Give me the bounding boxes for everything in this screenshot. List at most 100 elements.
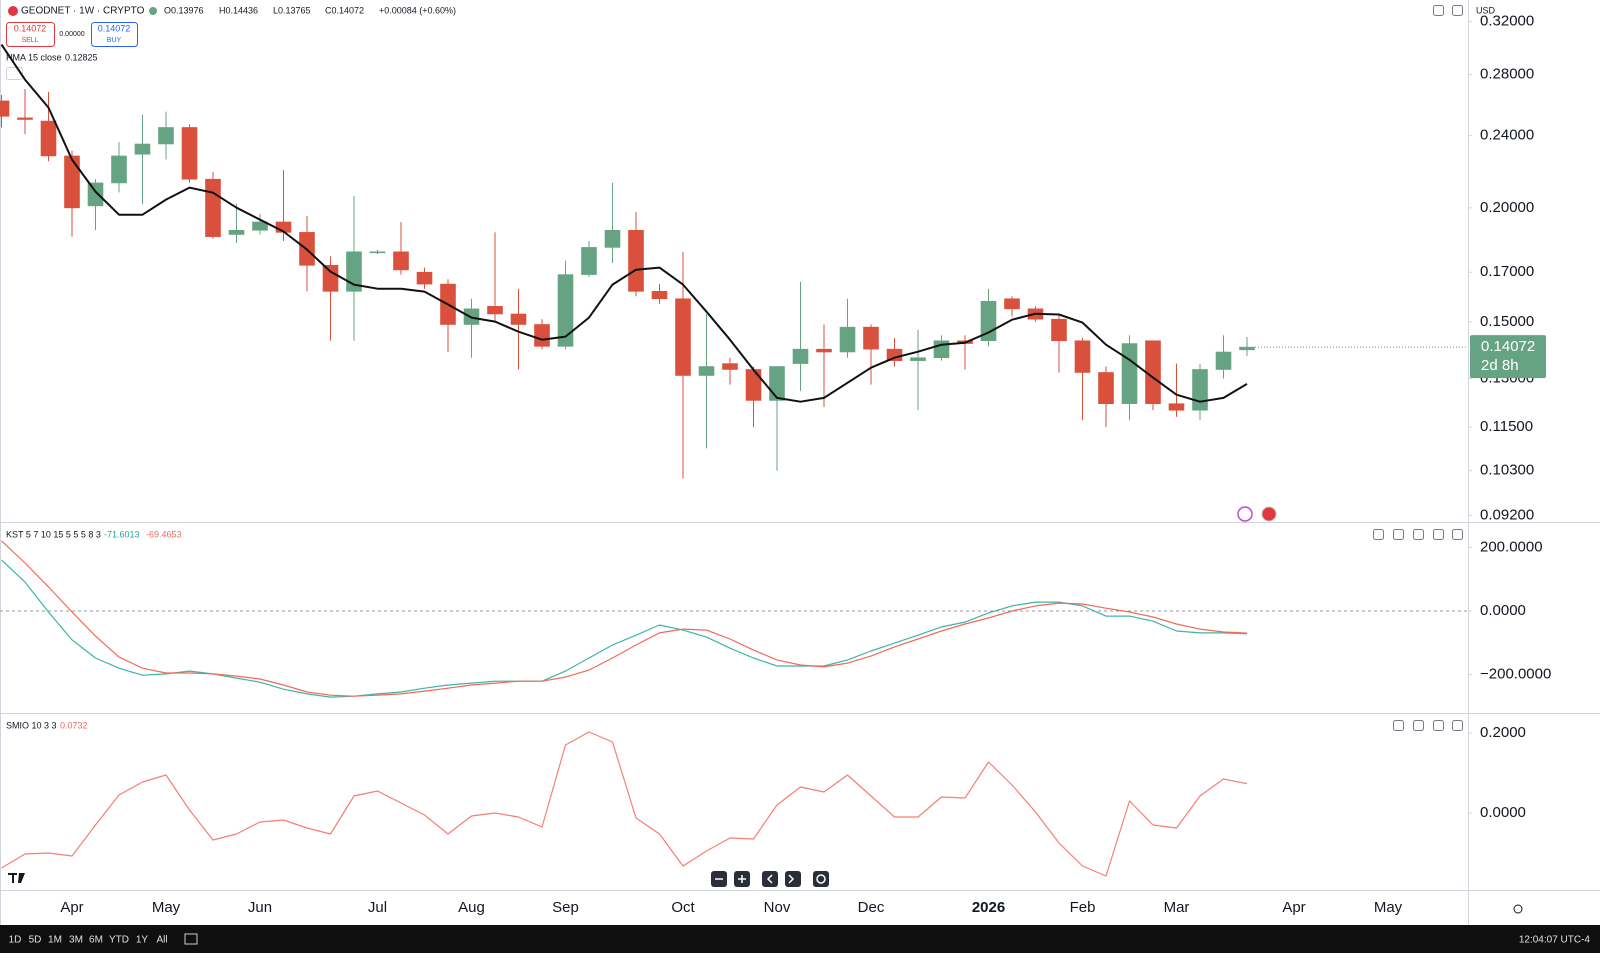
control[interactable] xyxy=(1413,529,1424,540)
control[interactable] xyxy=(1452,529,1463,540)
hma-legend: HMA 15 close xyxy=(6,52,62,62)
timeframe-button[interactable]: 3M xyxy=(69,935,83,946)
control[interactable] xyxy=(1452,5,1463,16)
timeframe-button[interactable]: 6M xyxy=(89,935,103,946)
ohlc-low: L0.13765 xyxy=(273,5,311,15)
control[interactable] xyxy=(1433,529,1444,540)
y-tick-label: 200.0000 xyxy=(1480,538,1543,555)
candle-body xyxy=(205,178,221,237)
price-tag-countdown: 2d 8h xyxy=(1481,357,1519,374)
y-tick-label: 0.0000 xyxy=(1480,804,1526,821)
timeframe-button[interactable]: YTD xyxy=(109,935,129,946)
x-tick-label: Jun xyxy=(248,899,272,916)
candle-body xyxy=(252,221,268,231)
candle-body xyxy=(557,274,574,347)
bottom-toolbar xyxy=(0,925,1600,953)
x-tick-label: Dec xyxy=(858,899,885,916)
candle-body xyxy=(393,251,409,271)
x-tick-label: Oct xyxy=(671,899,695,916)
control[interactable] xyxy=(1393,529,1404,540)
x-tick-label: Sep xyxy=(552,899,579,916)
x-tick-label: Apr xyxy=(60,899,83,916)
timeframe-button[interactable]: 5D xyxy=(29,935,42,946)
y-tick-label: 0.0000 xyxy=(1480,602,1526,619)
control[interactable] xyxy=(1413,720,1424,731)
candle-body xyxy=(111,155,127,184)
x-tick-label: May xyxy=(1374,899,1403,916)
currency[interactable]: USD xyxy=(1476,5,1496,15)
sell-label: SELL xyxy=(21,37,38,44)
candle-body xyxy=(17,117,33,120)
settings-icon[interactable] xyxy=(1513,904,1523,914)
reset[interactable] xyxy=(813,871,829,887)
y-tick-label: 0.24000 xyxy=(1480,127,1534,144)
candle-body xyxy=(722,363,738,370)
timeframe-button[interactable]: 1D xyxy=(9,935,22,946)
pane-title: KST 5 7 10 15 5 5 5 8 3 xyxy=(6,529,101,539)
spread: 0.00000 xyxy=(59,31,84,38)
line-series xyxy=(1,540,1248,697)
candle-body xyxy=(745,369,762,401)
y-tick-label: −200.0000 xyxy=(1480,666,1551,683)
candle-body xyxy=(581,247,597,275)
y-tick-label: 0.28000 xyxy=(1480,66,1534,83)
x-tick-label: Jul xyxy=(368,899,387,916)
nav-glyphs xyxy=(715,874,795,884)
ohlc-high: H0.14436 xyxy=(219,5,258,15)
control[interactable] xyxy=(1393,720,1404,731)
reset-glyph xyxy=(816,874,826,884)
candle-body xyxy=(651,291,668,300)
line-series xyxy=(1,731,1248,877)
buy-label: BUY xyxy=(107,37,122,44)
buy-button[interactable] xyxy=(91,22,138,47)
y-tick-label: 0.17000 xyxy=(1480,263,1534,280)
candle-body xyxy=(1215,351,1232,370)
sell-price: 0.14072 xyxy=(14,23,47,33)
candle-body xyxy=(134,143,151,155)
candle-body xyxy=(0,100,10,117)
pane-title: SMIO 10 3 3 xyxy=(6,720,57,730)
candle-body xyxy=(369,251,386,254)
candle-body xyxy=(839,326,856,353)
y-tick-label: 0.32000 xyxy=(1480,13,1534,30)
candle-body xyxy=(181,127,198,180)
ohlc-change: +0.00084 (+0.60%) xyxy=(379,5,456,15)
smio-value: 0.0732 xyxy=(60,720,88,730)
buy-price: 0.14072 xyxy=(98,23,131,33)
date-range-icon[interactable] xyxy=(184,933,198,945)
candle-body xyxy=(534,324,550,347)
candle-body xyxy=(863,326,879,350)
symbol[interactable]: GEODNET · 1W · CRYPTO xyxy=(21,6,145,17)
candle-body xyxy=(322,265,339,292)
x-tick-label: May xyxy=(152,899,181,916)
candle-body xyxy=(40,120,57,157)
sell-button[interactable] xyxy=(6,22,55,47)
kst-signal-value: -69.4653 xyxy=(146,529,182,539)
timeframe-button[interactable]: All xyxy=(156,935,167,946)
y-tick-label: 0.11500 xyxy=(1480,418,1533,435)
candle-body xyxy=(698,366,715,376)
timeframe-button[interactable]: 1M xyxy=(48,935,62,946)
candle-body xyxy=(487,305,503,315)
control[interactable] xyxy=(1452,720,1463,731)
x-tick-label: Mar xyxy=(1164,899,1190,916)
candle-body xyxy=(628,229,644,292)
y-tick-label: 0.15000 xyxy=(1480,313,1534,330)
candle-body xyxy=(1098,372,1114,404)
scroll-left[interactable] xyxy=(762,871,778,887)
ohlc-open: O0.13976 xyxy=(164,5,204,15)
candle-body xyxy=(1239,346,1255,351)
flag-icon[interactable] xyxy=(1261,506,1277,522)
candle-body xyxy=(1145,340,1161,404)
control[interactable] xyxy=(1433,5,1444,16)
control[interactable] xyxy=(1433,720,1444,731)
event-icon[interactable] xyxy=(1237,506,1253,522)
control[interactable] xyxy=(1373,529,1384,540)
candle-body xyxy=(1004,298,1020,310)
candle-body xyxy=(64,155,80,209)
candle-body xyxy=(1168,403,1185,411)
timeframe-button[interactable]: 1Y xyxy=(136,935,149,946)
x-tick-label: 2026 xyxy=(972,899,1005,916)
